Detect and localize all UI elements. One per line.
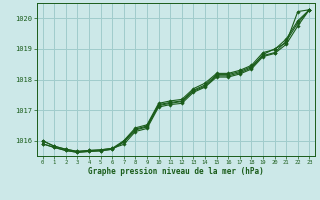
X-axis label: Graphe pression niveau de la mer (hPa): Graphe pression niveau de la mer (hPa) <box>88 167 264 176</box>
